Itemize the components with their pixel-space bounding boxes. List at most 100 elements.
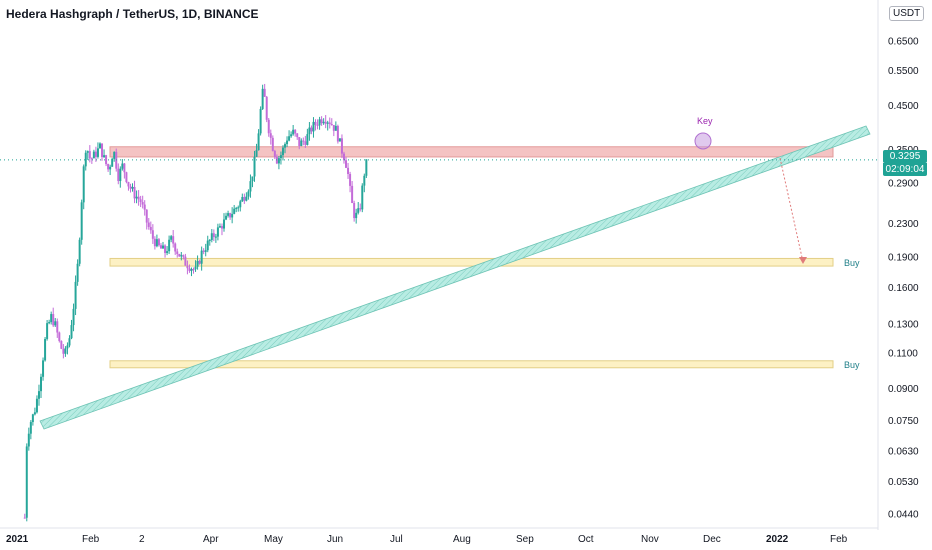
candle-body: [284, 144, 287, 148]
trendline-channel[interactable]: [39, 125, 871, 430]
y-tick-label: 0.0900: [888, 384, 919, 395]
candle-body: [237, 207, 240, 209]
candle-body: [113, 151, 116, 159]
candle-body: [306, 134, 309, 145]
candle-body: [157, 239, 160, 246]
candle-body: [101, 143, 104, 158]
candle-body: [127, 181, 130, 187]
x-tick-label: 2: [139, 534, 145, 545]
candle-body: [249, 181, 252, 192]
candle-body: [133, 186, 136, 199]
x-tick-label: Nov: [641, 534, 659, 545]
candle-body: [143, 204, 146, 210]
candle-body: [109, 166, 112, 170]
candle-body: [40, 376, 43, 392]
candle-body: [340, 138, 343, 154]
candle-body: [145, 209, 148, 223]
x-axis[interactable]: 2021 Feb 2 Apr May Jun Jul Aug Sep Oct Nov Dec 2022 F…: [0, 527, 932, 550]
candle-body: [349, 173, 352, 186]
x-tick-label: Aug: [453, 534, 471, 545]
candle-body: [338, 138, 341, 142]
candle-body: [180, 255, 183, 257]
candle-body: [330, 123, 333, 126]
candle-body: [54, 321, 57, 326]
candle-body: [212, 233, 215, 238]
candle-body: [298, 137, 301, 146]
y-tick-label: 0.4500: [888, 101, 919, 112]
candle-body: [23, 517, 26, 519]
candle-body: [310, 127, 313, 132]
candle-body: [196, 261, 199, 267]
candle-body: [326, 122, 329, 124]
candle-body: [66, 345, 69, 349]
projection-arrow: [779, 157, 804, 263]
candle-body: [251, 176, 254, 182]
candle-body: [60, 340, 63, 349]
candle-body: [220, 226, 223, 229]
candle-body: [88, 151, 91, 159]
candle-body: [105, 155, 108, 165]
zone-rect: [109, 257, 834, 267]
candle-body: [80, 202, 83, 240]
candle-body: [35, 398, 38, 413]
candle-body: [139, 199, 142, 203]
candle-body: [257, 133, 260, 151]
candle-body: [314, 121, 317, 125]
candle-body: [345, 160, 348, 168]
x-tick-label: Sep: [516, 534, 534, 545]
bar-countdown: 02:09:04: [883, 163, 927, 176]
y-tick-label: 0.2900: [888, 178, 919, 189]
candle-body: [123, 163, 126, 173]
candle-body: [206, 240, 209, 251]
candle-body: [294, 129, 297, 134]
candle-body: [363, 175, 366, 186]
trendline-band: [39, 125, 871, 430]
candle-body: [107, 164, 110, 170]
candle-body: [176, 251, 179, 255]
candle-body: [288, 136, 291, 141]
currency-unit-badge[interactable]: USDT: [889, 6, 925, 21]
y-tick-label: 0.0630: [888, 447, 919, 458]
candle-body: [300, 140, 303, 146]
candle-body: [137, 196, 140, 200]
x-tick-label: Apr: [203, 534, 219, 545]
candle-body: [46, 323, 49, 339]
candle-body: [147, 222, 150, 227]
candle-body: [218, 226, 221, 228]
candle-body: [151, 230, 154, 239]
candle-body: [125, 172, 128, 182]
candle-body: [334, 125, 337, 131]
candle-body: [355, 212, 358, 219]
candle-body: [267, 119, 270, 134]
candle-body: [227, 213, 230, 216]
candle-body: [178, 254, 181, 257]
candle-body: [320, 119, 323, 124]
candle-body: [162, 245, 165, 249]
candle-body: [235, 207, 238, 209]
annotations-layer: Key: [0, 116, 878, 264]
candle-body: [153, 238, 156, 247]
candle-body: [135, 196, 138, 199]
projection-arrowhead: [799, 257, 807, 264]
candle-body: [342, 153, 345, 161]
candle-body: [31, 414, 34, 423]
candle-body: [82, 166, 85, 203]
candle-body: [290, 134, 293, 137]
candle-body: [141, 202, 144, 205]
candle-body: [50, 314, 53, 323]
x-tick-label: 2021: [6, 534, 29, 545]
candle-body: [259, 108, 262, 134]
candle-body: [202, 250, 205, 252]
buy-label: Buy: [844, 360, 860, 370]
candle-body: [129, 186, 132, 189]
candle-body: [273, 150, 276, 157]
chart-title: Hedera Hashgraph / TetherUS, 1D, BINANCE: [6, 7, 259, 21]
candle-body: [322, 121, 325, 124]
candle-body: [174, 243, 177, 252]
y-axis[interactable]: 0.0440 0.0530 0.0630 0.0750 0.0900 0.1100 0.13…: [877, 0, 932, 550]
candle-body: [84, 152, 87, 167]
candle-body: [86, 151, 89, 153]
candle-body: [119, 168, 122, 182]
candle-body: [316, 124, 319, 126]
